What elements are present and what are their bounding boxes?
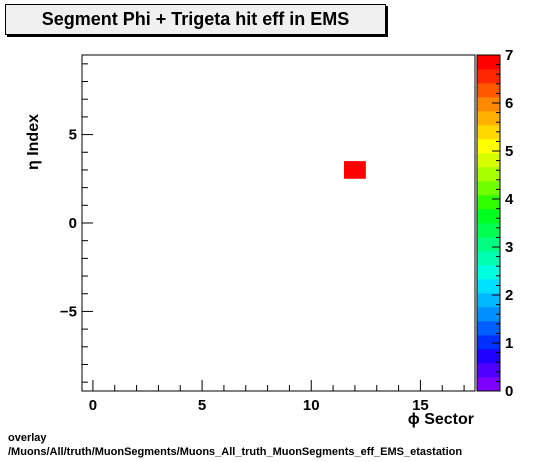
colorbar-segment-19 [477,111,500,126]
footer-overlay-label: overlay [8,432,47,444]
colorbar-segment-23 [477,55,500,70]
colorbar-tick-label-4: 4 [505,191,514,208]
colorbar-segment-15 [477,167,500,182]
footer-path-label: /Muons/All/truth/MuonSegments/Muons_All_… [8,446,463,458]
colorbar-frame [476,54,501,392]
x-tick-label-15: 15 [412,397,429,414]
colorbar-segment-7 [477,279,500,294]
colorbar-tick-label-0: 0 [505,383,513,400]
y-tick-label-0: −5 [60,303,77,320]
colorbar-segment-11 [477,223,500,238]
y-axis-label: η Index [25,114,42,170]
colorbar-segment-2 [477,349,500,364]
heatmap-cell-0 [344,161,366,179]
colorbar-segment-22 [477,69,500,84]
colorbar-segment-12 [477,209,500,224]
chart-title: Segment Phi + Trigeta hit eff in EMS [5,4,386,35]
colorbar-segment-17 [477,139,500,154]
colorbar-segment-13 [477,195,500,210]
colorbar-tick-label-2: 2 [505,287,513,304]
colorbar-tick-label-5: 5 [505,143,513,160]
colorbar-segment-10 [477,237,500,252]
colorbar-segment-18 [477,125,500,140]
colorbar-segment-9 [477,251,500,266]
colorbar-segment-3 [477,335,500,350]
colorbar-tick-label-7: 7 [505,47,513,64]
x-tick-label-0: 0 [89,397,97,414]
plot-frame [81,54,476,392]
colorbar-segment-21 [477,83,500,98]
x-tick-label-5: 5 [198,397,206,414]
y-tick-label-1: 0 [69,215,77,232]
x-tick-label-10: 10 [303,397,320,414]
colorbar-segment-4 [477,321,500,336]
colorbar-segment-8 [477,265,500,280]
colorbar-segment-6 [477,293,500,308]
colorbar-segment-5 [477,307,500,322]
colorbar-tick-label-3: 3 [505,239,513,256]
colorbar-tick-label-6: 6 [505,95,513,112]
colorbar-segment-14 [477,181,500,196]
colorbar-segment-1 [477,363,500,378]
colorbar-tick-label-1: 1 [505,335,513,352]
colorbar-segment-20 [477,97,500,112]
colorbar-segment-0 [477,377,500,392]
colorbar-segment-16 [477,153,500,168]
x-axis-label: ϕ Sector [408,411,474,428]
y-tick-label-2: 5 [69,127,77,144]
